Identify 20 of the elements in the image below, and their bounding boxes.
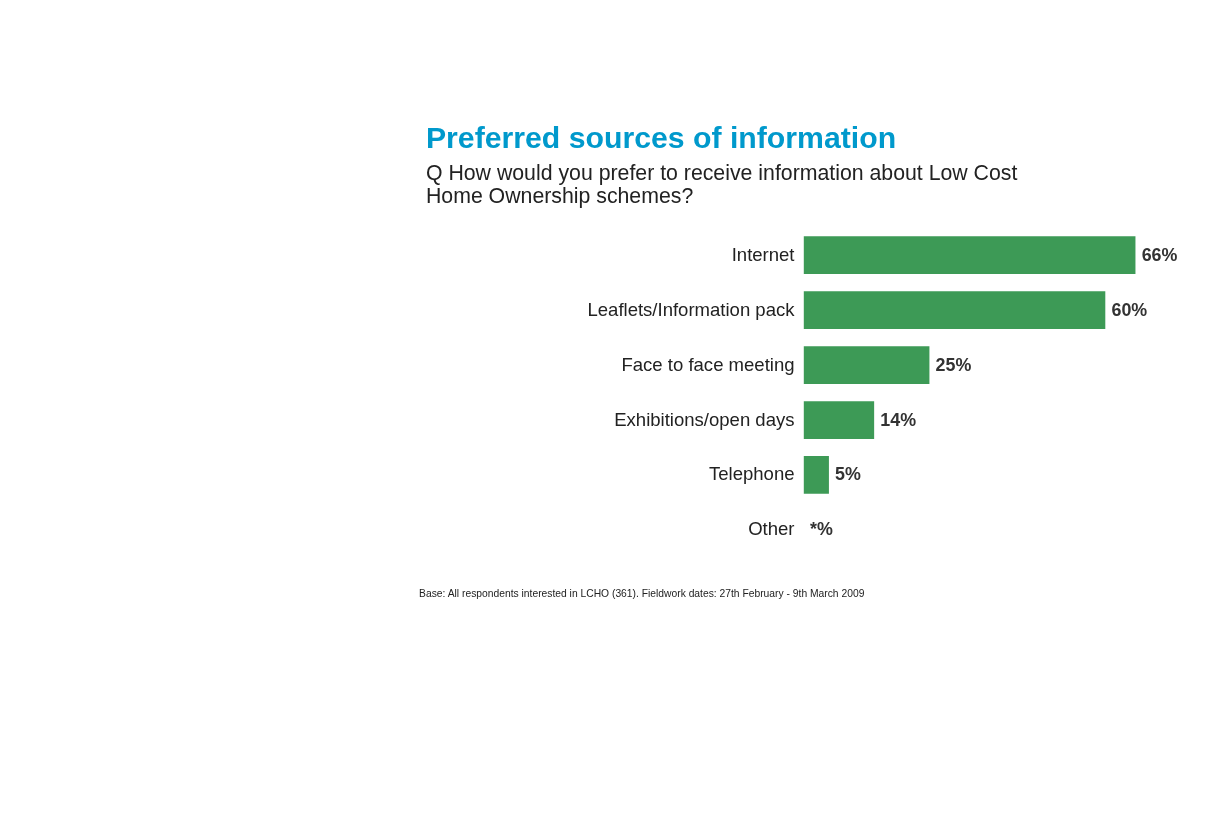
bar <box>803 346 930 384</box>
y-tick-label: Exhibitions/open days <box>614 408 795 430</box>
y-tick-label: Telephone <box>708 463 795 485</box>
bar <box>803 291 1106 329</box>
y-tick-label: Face to face meeting <box>621 353 795 375</box>
data-label: 5% <box>835 464 862 485</box>
y-tick-label: Other <box>748 518 795 540</box>
bar <box>803 456 829 494</box>
chart-title: Preferred sources of information <box>425 120 897 154</box>
data-label: 14% <box>880 409 917 430</box>
data-label: 60% <box>1111 299 1148 320</box>
y-tick-label: Leaflets/Information pack <box>587 298 796 320</box>
bar <box>803 236 1136 275</box>
data-label: 66% <box>1141 244 1178 265</box>
y-tick-label: Internet <box>731 243 796 265</box>
bar <box>803 401 875 439</box>
data-label: 25% <box>935 354 972 375</box>
data-label: *% <box>809 519 833 540</box>
chart-subtitle: Q How would you prefer to receive information about Low Cost Home Ownership schemes? <box>425 161 1018 208</box>
text: Base: All respondents interested in LCHO (361). Fieldwork dates: 27th February - 9th March 2009 <box>419 587 865 599</box>
